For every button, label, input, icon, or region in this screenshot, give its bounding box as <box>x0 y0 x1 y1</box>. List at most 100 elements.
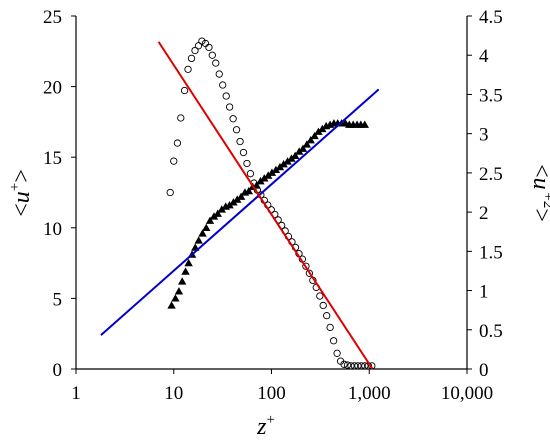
circle-data-point <box>319 301 327 310</box>
circle-data-point <box>357 362 366 370</box>
x-tick-label: 1 <box>71 383 81 404</box>
circle-data-point <box>177 114 185 122</box>
circle-data-point <box>329 337 338 345</box>
triangle-data-point <box>236 192 246 200</box>
circle-data-point <box>219 81 227 89</box>
triangle-data-point <box>213 209 222 217</box>
circle-data-point <box>170 157 178 165</box>
y-left-tick-label: 20 <box>43 78 62 99</box>
triangle-data-point <box>233 195 242 203</box>
x-axis-title: z+ <box>256 412 275 440</box>
triangle-data-point <box>171 294 180 302</box>
triangle-data-point <box>283 157 292 165</box>
triangle-data-point <box>298 144 308 152</box>
circle-data-point <box>222 92 230 100</box>
circle-data-point <box>326 323 334 332</box>
triangle-data-point <box>198 229 207 237</box>
triangle-data-point <box>174 287 184 295</box>
triangle-data-point <box>271 165 281 174</box>
circle-data-point <box>232 126 241 134</box>
circle-data-point <box>173 139 182 147</box>
triangle-data-point <box>310 131 319 140</box>
triangle-data-point <box>229 198 238 206</box>
y-right-tick-label: 4.5 <box>479 7 503 28</box>
circle-data-point <box>354 362 362 370</box>
y-right-tick-label: 3.5 <box>479 85 503 106</box>
triangle-data-point <box>318 124 327 133</box>
y-right-tick-label: 0 <box>479 360 489 381</box>
fit-lines <box>100 41 380 370</box>
triangle-data-point <box>256 177 265 185</box>
circle-data-point <box>361 362 369 370</box>
circle-data-point <box>194 42 203 50</box>
circle-data-point <box>239 148 248 157</box>
y-right-tick-label: 3 <box>479 125 489 146</box>
circle-data-point <box>187 54 196 63</box>
circle-data-point <box>316 292 324 300</box>
triangle-data-point <box>177 277 187 285</box>
circle-data-point <box>215 70 223 78</box>
series-marks <box>166 37 376 370</box>
triangle-data-point <box>294 147 304 155</box>
circle-data-point <box>225 103 234 111</box>
triangle-data-point <box>302 140 312 148</box>
triangle-data-point <box>184 258 193 267</box>
plot-area <box>75 16 468 370</box>
triangle-data-point <box>209 212 219 220</box>
circle-data-point <box>246 170 255 178</box>
y-right-axis-title: <u'+2> <box>528 164 550 222</box>
triangle-data-point <box>306 136 315 144</box>
circle-data-point <box>302 262 310 270</box>
blue-fit-line <box>100 88 380 336</box>
circle-data-point <box>166 188 174 197</box>
circle-data-point <box>305 269 314 277</box>
y-left-tick-label: 0 <box>53 360 63 381</box>
circle-data-point <box>191 46 199 55</box>
circle-data-point <box>229 115 237 123</box>
triangle-data-point <box>360 120 369 128</box>
triangle-data-point <box>194 236 203 244</box>
triangle-data-point <box>263 171 273 179</box>
circle-data-point <box>198 37 206 45</box>
triangle-data-point <box>291 151 300 159</box>
circle-data-point <box>350 362 359 370</box>
x-tick-label: 10 <box>164 383 183 404</box>
y-right-tick-label: 2.5 <box>479 164 503 185</box>
y-right-tick-label: 0.5 <box>479 321 503 342</box>
y-right-tick-label: 1 <box>479 282 489 303</box>
circle-data-point <box>340 360 348 368</box>
y-right-tick-label: 1.5 <box>479 242 503 263</box>
x-axis-ticks: 1 10 100 1,000 10,000 <box>71 369 493 404</box>
triangle-data-point <box>279 160 288 168</box>
x-tick-label: 100 <box>257 383 286 404</box>
y-left-axis-ticks: 0 5 10 15 20 25 <box>43 7 76 381</box>
triangle-data-point <box>244 186 254 195</box>
circle-data-point <box>343 361 352 369</box>
triangle-data-point <box>314 127 323 135</box>
y-left-tick-label: 25 <box>43 7 62 28</box>
y-left-tick-label: 10 <box>43 219 62 240</box>
y-right-tick-label: 4 <box>479 46 489 67</box>
y-left-tick-label: 5 <box>53 289 63 310</box>
circle-data-point <box>180 86 189 95</box>
triangle-data-point <box>181 267 190 275</box>
circle-data-point <box>184 65 192 73</box>
triangle-data-point <box>287 154 296 162</box>
y-left-axis-title: <u+> <box>7 169 35 217</box>
triangle-data-point <box>260 174 269 182</box>
circle-data-point <box>243 159 251 168</box>
circle-data-point <box>205 43 213 52</box>
red-fit-line <box>157 41 374 370</box>
y-right-axis-ticks: 0 0.5 1 1.5 2 2.5 3 3.5 4 4.5 <box>467 7 503 381</box>
triangle-data-point <box>167 301 176 309</box>
y-left-tick-label: 15 <box>43 148 62 169</box>
circle-data-point <box>333 349 341 357</box>
triangle-data-point <box>217 205 226 213</box>
y-right-tick-label: 2 <box>479 203 489 224</box>
circle-data-point <box>236 137 244 146</box>
triangle-data-point <box>267 168 277 176</box>
triangle-data-point <box>225 201 234 209</box>
circle-data-point <box>212 59 220 67</box>
circle-data-point <box>347 362 355 370</box>
